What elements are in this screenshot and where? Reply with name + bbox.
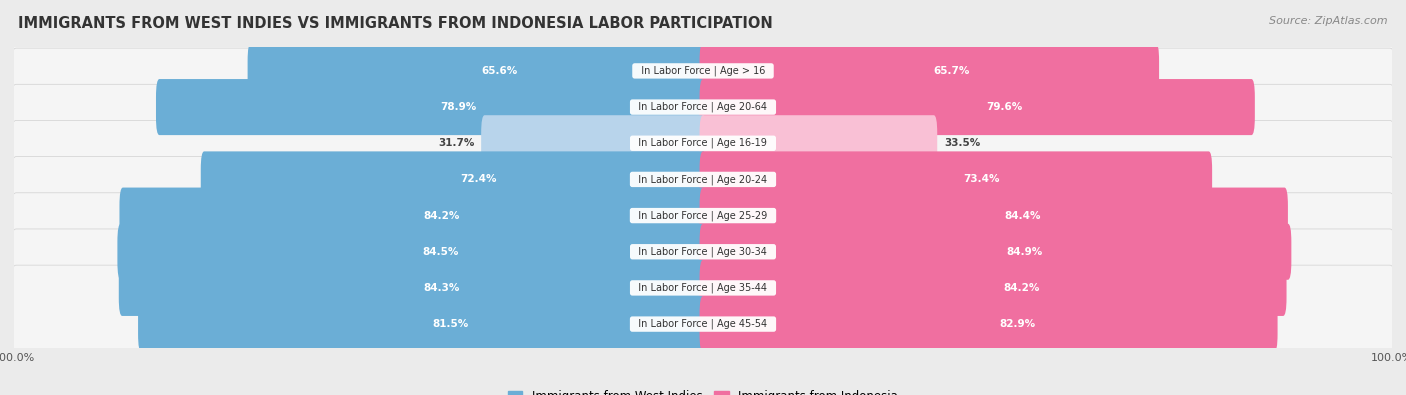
- FancyBboxPatch shape: [700, 296, 1278, 352]
- Text: 65.7%: 65.7%: [934, 66, 970, 76]
- Text: 79.6%: 79.6%: [987, 102, 1022, 112]
- FancyBboxPatch shape: [8, 120, 1398, 238]
- Text: 31.7%: 31.7%: [437, 138, 474, 148]
- Text: 84.5%: 84.5%: [423, 247, 460, 257]
- FancyBboxPatch shape: [700, 260, 1286, 316]
- FancyBboxPatch shape: [700, 224, 1291, 280]
- Text: Source: ZipAtlas.com: Source: ZipAtlas.com: [1270, 16, 1388, 26]
- Text: In Labor Force | Age 16-19: In Labor Force | Age 16-19: [633, 138, 773, 149]
- Text: 84.9%: 84.9%: [1007, 247, 1043, 257]
- FancyBboxPatch shape: [117, 224, 706, 280]
- FancyBboxPatch shape: [700, 115, 938, 171]
- FancyBboxPatch shape: [118, 260, 706, 316]
- FancyBboxPatch shape: [120, 188, 706, 244]
- FancyBboxPatch shape: [138, 296, 706, 352]
- Text: In Labor Force | Age 20-24: In Labor Force | Age 20-24: [633, 174, 773, 185]
- FancyBboxPatch shape: [201, 151, 706, 207]
- FancyBboxPatch shape: [8, 193, 1398, 311]
- Text: 84.4%: 84.4%: [1004, 211, 1040, 220]
- Text: 73.4%: 73.4%: [963, 175, 1000, 184]
- Text: 84.2%: 84.2%: [1004, 283, 1040, 293]
- Text: In Labor Force | Age 35-44: In Labor Force | Age 35-44: [633, 283, 773, 293]
- Text: 65.6%: 65.6%: [481, 66, 517, 76]
- FancyBboxPatch shape: [481, 115, 706, 171]
- Text: IMMIGRANTS FROM WEST INDIES VS IMMIGRANTS FROM INDONESIA LABOR PARTICIPATION: IMMIGRANTS FROM WEST INDIES VS IMMIGRANT…: [18, 16, 773, 31]
- FancyBboxPatch shape: [247, 43, 706, 99]
- Text: 81.5%: 81.5%: [432, 319, 468, 329]
- FancyBboxPatch shape: [8, 229, 1398, 347]
- Text: 72.4%: 72.4%: [460, 175, 496, 184]
- Text: 78.9%: 78.9%: [440, 102, 477, 112]
- Text: 84.3%: 84.3%: [423, 283, 460, 293]
- FancyBboxPatch shape: [700, 43, 1159, 99]
- FancyBboxPatch shape: [8, 265, 1398, 383]
- FancyBboxPatch shape: [700, 188, 1288, 244]
- FancyBboxPatch shape: [700, 151, 1212, 207]
- FancyBboxPatch shape: [8, 157, 1398, 275]
- Legend: Immigrants from West Indies, Immigrants from Indonesia: Immigrants from West Indies, Immigrants …: [503, 385, 903, 395]
- Text: 33.5%: 33.5%: [945, 138, 980, 148]
- Text: In Labor Force | Age > 16: In Labor Force | Age > 16: [634, 66, 772, 76]
- FancyBboxPatch shape: [8, 84, 1398, 202]
- Text: In Labor Force | Age 30-34: In Labor Force | Age 30-34: [633, 246, 773, 257]
- Text: In Labor Force | Age 20-64: In Labor Force | Age 20-64: [633, 102, 773, 112]
- FancyBboxPatch shape: [8, 12, 1398, 130]
- Text: In Labor Force | Age 25-29: In Labor Force | Age 25-29: [633, 210, 773, 221]
- FancyBboxPatch shape: [156, 79, 706, 135]
- FancyBboxPatch shape: [700, 79, 1254, 135]
- Text: 82.9%: 82.9%: [1000, 319, 1035, 329]
- Text: In Labor Force | Age 45-54: In Labor Force | Age 45-54: [633, 319, 773, 329]
- Text: 84.2%: 84.2%: [423, 211, 460, 220]
- FancyBboxPatch shape: [8, 48, 1398, 166]
